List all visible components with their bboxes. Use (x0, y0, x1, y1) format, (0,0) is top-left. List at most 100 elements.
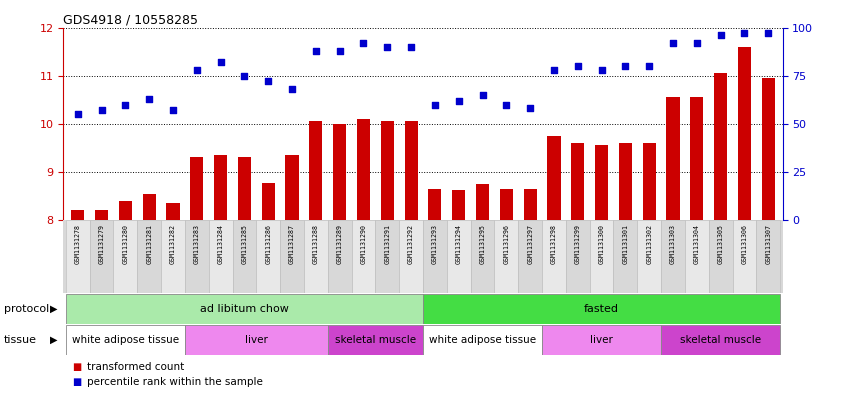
Bar (238, 158, 251, 220)
Text: GSM1131299: GSM1131299 (574, 224, 580, 264)
Point (428, 101, 442, 108)
Text: GSM1131307: GSM1131307 (766, 224, 772, 264)
Text: GSM1131305: GSM1131305 (717, 224, 723, 264)
Text: liver: liver (244, 335, 267, 345)
Text: GSM1131284: GSM1131284 (217, 224, 223, 264)
Text: percentile rank within the sample: percentile rank within the sample (87, 377, 263, 387)
Bar (333, 124, 346, 220)
Text: GDS4918 / 10558285: GDS4918 / 10558285 (63, 14, 199, 27)
Text: GSM1131306: GSM1131306 (741, 224, 748, 264)
Bar (327, 220, 352, 293)
Text: GSM1131303: GSM1131303 (670, 224, 676, 264)
Text: GSM1131292: GSM1131292 (408, 224, 414, 264)
Text: transformed count: transformed count (87, 362, 184, 373)
Point (690, 40, 704, 46)
Text: skeletal muscle: skeletal muscle (680, 335, 761, 345)
Text: ▶: ▶ (50, 335, 58, 345)
Bar (661, 325, 780, 355)
Point (142, 95, 156, 102)
Bar (285, 155, 299, 220)
Bar (209, 220, 233, 293)
Bar (404, 121, 418, 220)
Text: ▶: ▶ (50, 304, 58, 314)
Text: skeletal muscle: skeletal muscle (335, 335, 416, 345)
Bar (661, 220, 685, 293)
Point (452, 97, 465, 104)
Point (357, 40, 371, 46)
Text: GSM1131294: GSM1131294 (456, 224, 462, 264)
Text: GSM1131278: GSM1131278 (74, 224, 80, 264)
Bar (143, 194, 156, 220)
Text: fasted: fasted (584, 304, 619, 314)
Bar (327, 325, 423, 355)
Point (285, 86, 299, 92)
Text: GSM1131287: GSM1131287 (289, 224, 295, 264)
Bar (685, 220, 709, 293)
Bar (161, 220, 185, 293)
Text: ■: ■ (72, 377, 81, 387)
Point (667, 40, 680, 46)
Point (332, 48, 346, 54)
Point (738, 30, 751, 37)
Bar (618, 143, 632, 220)
Bar (542, 325, 661, 355)
Text: GSM1131291: GSM1131291 (384, 224, 390, 264)
Bar (423, 294, 780, 324)
Bar (66, 325, 185, 355)
Point (571, 63, 585, 69)
Bar (304, 220, 327, 293)
Bar (256, 220, 280, 293)
Text: GSM1131301: GSM1131301 (623, 224, 629, 264)
Bar (667, 97, 679, 220)
Text: GSM1131300: GSM1131300 (599, 224, 605, 264)
Bar (566, 220, 590, 293)
Bar (399, 220, 423, 293)
Bar (261, 182, 275, 220)
Bar (381, 121, 394, 220)
Text: GSM1131288: GSM1131288 (313, 224, 319, 264)
Bar (738, 47, 751, 220)
Text: white adipose tissue: white adipose tissue (429, 335, 536, 345)
Point (190, 67, 204, 73)
Text: protocol: protocol (4, 304, 49, 314)
Bar (447, 220, 470, 293)
Bar (357, 119, 370, 220)
Text: ad libitum chow: ad libitum chow (200, 304, 288, 314)
Text: GSM1131295: GSM1131295 (480, 224, 486, 264)
Bar (118, 201, 132, 220)
Text: GSM1131296: GSM1131296 (503, 224, 509, 264)
Point (547, 67, 561, 73)
Point (595, 67, 608, 73)
Bar (709, 220, 733, 293)
Point (166, 107, 179, 114)
Bar (376, 220, 399, 293)
Point (524, 105, 537, 112)
Bar (637, 220, 661, 293)
Bar (113, 220, 137, 293)
Bar (95, 211, 108, 220)
Point (500, 101, 514, 108)
Bar (352, 220, 376, 293)
Bar (66, 220, 90, 293)
Bar (423, 220, 447, 293)
Bar (714, 73, 728, 220)
Bar (214, 155, 228, 220)
Bar (185, 325, 327, 355)
Bar (519, 220, 542, 293)
Text: GSM1131283: GSM1131283 (194, 224, 200, 264)
Text: white adipose tissue: white adipose tissue (72, 335, 179, 345)
Point (95, 107, 108, 114)
Bar (470, 220, 494, 293)
Text: tissue: tissue (4, 335, 37, 345)
Point (214, 59, 228, 65)
Bar (733, 220, 756, 293)
Point (404, 44, 418, 50)
Text: GSM1131280: GSM1131280 (123, 224, 129, 264)
Text: GSM1131285: GSM1131285 (241, 224, 247, 264)
Bar (185, 220, 209, 293)
Bar (428, 189, 442, 220)
Bar (280, 220, 304, 293)
Bar (524, 189, 536, 220)
Bar (571, 143, 585, 220)
Point (381, 44, 394, 50)
